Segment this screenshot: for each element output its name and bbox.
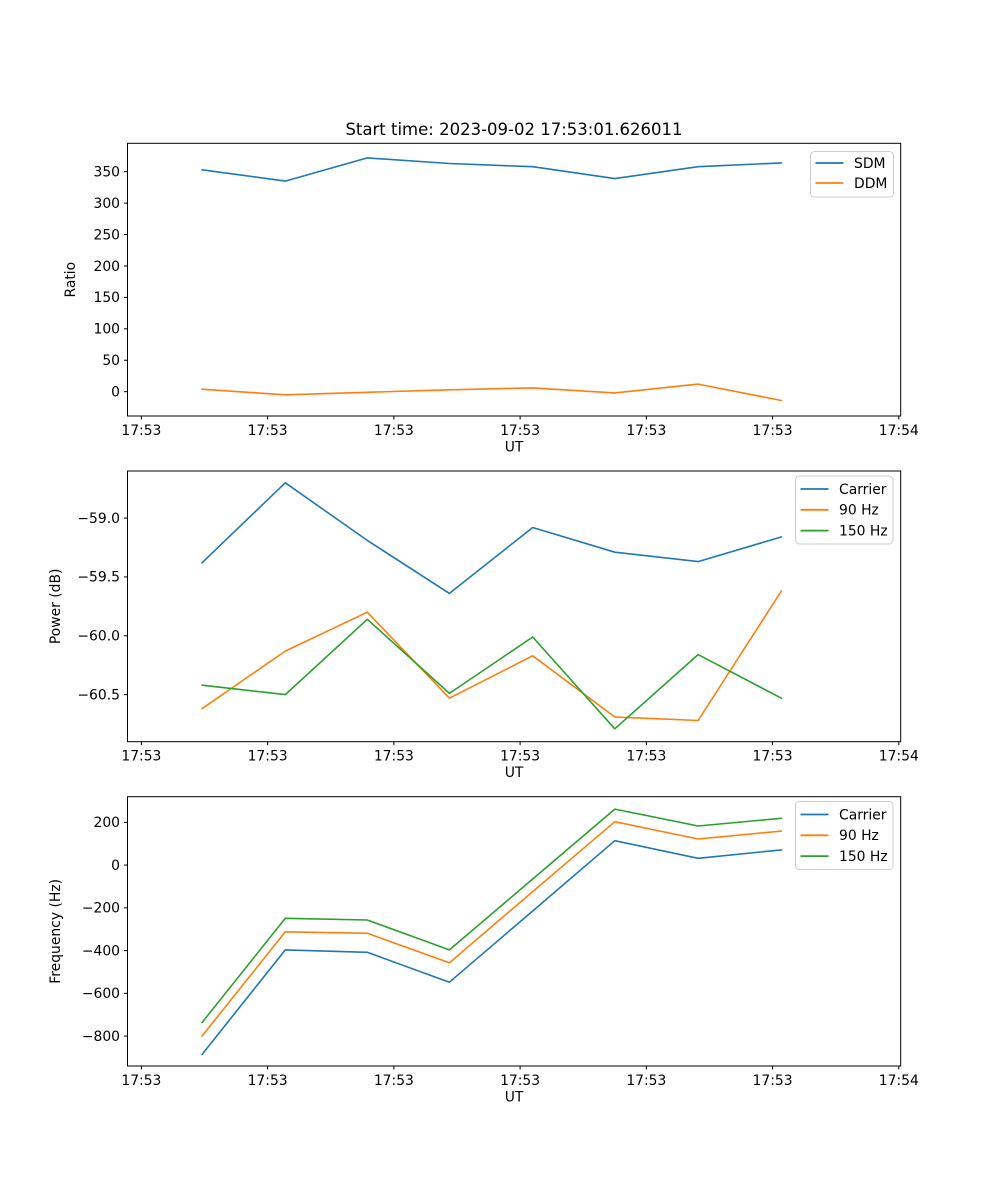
series-line-150-hz bbox=[201, 808, 783, 1024]
series-line-90-hz bbox=[201, 820, 783, 1037]
y-tick-label: −60.0 bbox=[77, 629, 120, 645]
x-tick-label: 17:53 bbox=[374, 423, 414, 439]
series-line-carrier bbox=[201, 481, 783, 595]
legend-entry-label: SDM bbox=[854, 156, 886, 172]
x-tick-label: 17:53 bbox=[121, 1073, 161, 1089]
y-tick-label: 0 bbox=[111, 858, 120, 874]
x-tick-label: 17:53 bbox=[121, 749, 161, 765]
series-line-carrier bbox=[201, 839, 783, 1056]
subplot-ratio: 17:53 17:53 17:53 17:53 17:53 17:53 17:54 0 50 10… bbox=[63, 142, 919, 456]
legend-entry-label: 90 Hz bbox=[839, 828, 879, 844]
y-tick-label: −200 bbox=[82, 901, 120, 917]
legend-entry-label: 90 Hz bbox=[839, 503, 879, 519]
x-tick-label: 17:53 bbox=[626, 749, 666, 765]
x-tick-label: 17:53 bbox=[753, 749, 793, 765]
y-tick-label: 200 bbox=[93, 815, 120, 831]
x-tick-label: 17:54 bbox=[879, 1073, 919, 1089]
x-tick-label: 17:53 bbox=[626, 423, 666, 439]
series-line-ddm bbox=[201, 383, 783, 402]
subplot-title: Start time: 2023-09-02 17:53:01.626011 bbox=[345, 120, 683, 139]
x-tick-label: 17:53 bbox=[626, 1073, 666, 1089]
x-axis-label: UT bbox=[505, 1090, 524, 1106]
x-tick-label: 17:54 bbox=[879, 423, 919, 439]
axes-spines bbox=[127, 796, 902, 1067]
y-tick-label: 0 bbox=[111, 384, 120, 400]
y-tick-label: 150 bbox=[93, 290, 120, 306]
subplot-frequency: 17:53 17:53 17:53 17:53 17:53 17:53 17:54 −800 −… bbox=[48, 796, 919, 1106]
x-tick-label: 17:53 bbox=[753, 423, 793, 439]
series-line-90-hz bbox=[201, 590, 783, 722]
series-line-sdm bbox=[201, 157, 783, 182]
y-tick-label: 250 bbox=[93, 227, 120, 243]
y-axis-label: Power (dB) bbox=[48, 569, 64, 645]
x-tick-label: 17:53 bbox=[248, 423, 288, 439]
x-tick-label: 17:54 bbox=[879, 749, 919, 765]
y-axis-label: Frequency (Hz) bbox=[48, 879, 64, 984]
legend: Carrier 90 Hz 150 Hz bbox=[795, 801, 894, 870]
subplot-power: 17:53 17:53 17:53 17:53 17:53 17:53 17:54 −60.5… bbox=[48, 470, 919, 781]
y-tick-label: −400 bbox=[82, 943, 120, 959]
legend-entry-label: Carrier bbox=[839, 482, 887, 498]
x-tick-label: 17:53 bbox=[248, 1073, 288, 1089]
y-axis-label: Ratio bbox=[63, 262, 79, 298]
legend-box bbox=[795, 801, 894, 870]
x-tick-label: 17:53 bbox=[500, 1073, 540, 1089]
y-tick-label: 300 bbox=[93, 196, 120, 212]
x-tick-label: 17:53 bbox=[248, 749, 288, 765]
axes-spines bbox=[127, 142, 902, 417]
y-tick-label: −60.5 bbox=[77, 687, 120, 703]
x-axis-label: UT bbox=[505, 765, 524, 781]
y-tick-label: −800 bbox=[82, 1029, 120, 1045]
axes-spines bbox=[127, 470, 902, 743]
x-axis-label: UT bbox=[505, 440, 524, 456]
series-line-150-hz bbox=[201, 618, 783, 730]
y-tick-label: 100 bbox=[93, 322, 120, 338]
x-tick-label: 17:53 bbox=[374, 1073, 414, 1089]
legend: Carrier 90 Hz 150 Hz bbox=[795, 475, 894, 545]
x-tick-label: 17:53 bbox=[500, 749, 540, 765]
x-tick-label: 17:53 bbox=[753, 1073, 793, 1089]
y-tick-label: 350 bbox=[93, 165, 120, 181]
y-tick-label: 50 bbox=[102, 353, 120, 369]
legend-entry-label: Carrier bbox=[839, 807, 887, 823]
y-tick-label: −59.5 bbox=[77, 570, 120, 586]
y-tick-label: −600 bbox=[82, 986, 120, 1002]
x-tick-label: 17:53 bbox=[500, 423, 540, 439]
legend-entry-label: 150 Hz bbox=[839, 523, 888, 539]
legend-box bbox=[795, 475, 894, 545]
x-tick-label: 17:53 bbox=[374, 749, 414, 765]
legend-entry-label: DDM bbox=[854, 176, 887, 192]
x-tick-label: 17:53 bbox=[121, 423, 161, 439]
y-tick-label: −59.0 bbox=[77, 511, 120, 527]
legend-entry-label: 150 Hz bbox=[839, 849, 888, 865]
legend: SDM DDM bbox=[810, 151, 894, 198]
y-tick-label: 200 bbox=[93, 259, 120, 275]
